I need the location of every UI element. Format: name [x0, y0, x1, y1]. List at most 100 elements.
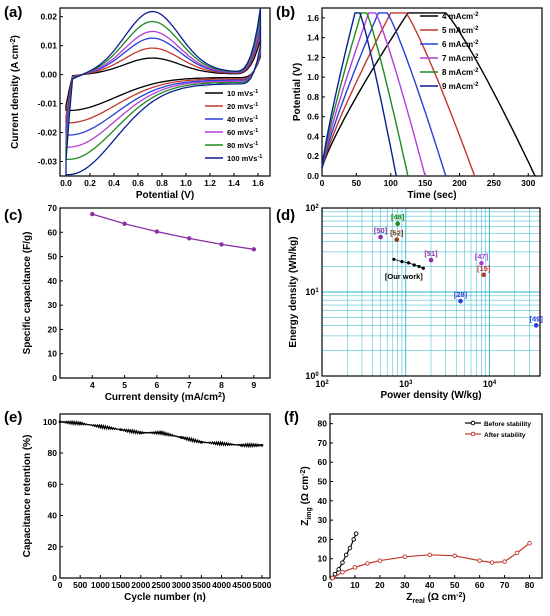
x-tick-label: 1.2: [204, 178, 216, 188]
y-tick-label: 50: [318, 477, 328, 487]
x-tick-label: 70: [500, 580, 510, 590]
y-tick-label: 0.01: [40, 41, 57, 51]
ragone-point: [481, 272, 486, 278]
y-tick-label: -0.03: [38, 157, 58, 167]
nyquist-point: [340, 560, 345, 565]
x-tick-label: 80: [525, 580, 535, 590]
x-axis-label: Zreal (Ω cm-2): [406, 592, 466, 605]
y-tick-label: 1.4: [307, 33, 319, 43]
capacitance-point: [154, 229, 160, 234]
x-tick-label: 9: [251, 380, 256, 390]
x-tick-label: 0.6: [132, 178, 144, 188]
nyquist-point: [352, 565, 358, 570]
retention-point: [159, 431, 163, 435]
y-tick-label: 60: [318, 457, 328, 467]
x-tick-label: 60: [475, 580, 485, 590]
our-work-point: [412, 263, 416, 267]
x-tick-label: 1500: [111, 580, 130, 590]
y-tick-label: 0.4: [307, 131, 319, 141]
cv-curve: [65, 8, 262, 176]
gcd-curve: [321, 12, 409, 177]
ragone-point-label: [50]: [374, 226, 388, 235]
ragone-point-label: [51]: [424, 249, 438, 258]
x-tick-label: 4500: [232, 580, 251, 590]
x-axis-label: Current density (mA/cm2): [105, 392, 226, 403]
y-tick-label: 70: [318, 438, 328, 448]
chart-b-gcd: 0 50 100 150 200 250 300 0.0 0.2 0.4 0.6 0.8 1.0 1.2 1…: [292, 7, 543, 201]
y-axis-label: Energy density (Wh/kg): [288, 236, 299, 347]
legend-label: 20 mVs-1: [227, 102, 258, 111]
ragone-point: [479, 260, 484, 266]
y-tick-label: 101: [305, 287, 319, 297]
ragone-point-label: [28]: [454, 290, 468, 299]
ragone-point: [394, 237, 400, 242]
nyquist-curve: [332, 542, 530, 579]
plot-frame: [329, 413, 543, 579]
y-tick-label: 80: [48, 448, 58, 458]
y-tick-label: 40: [48, 511, 58, 521]
retention-point: [179, 436, 183, 439]
ragone-point-label: [47]: [475, 252, 489, 261]
our-work-point: [392, 257, 396, 261]
chart-c-capacitance: 4 5 6 7 8 9 0 10 20 30 40 50 60 70 Current density (mA…: [22, 203, 271, 403]
ragone-point: [378, 234, 383, 240]
nyquist-point: [353, 531, 359, 536]
legend-label: 5 mAcm-2: [442, 26, 479, 35]
y-tick-label: 0: [322, 573, 327, 583]
legend-label: After stability: [484, 432, 526, 439]
legend-label: 40 mVs-1: [227, 115, 258, 124]
y-tick-label: 40: [318, 496, 328, 506]
x-tick-label: 20: [375, 580, 385, 590]
nyquist-point: [343, 552, 349, 558]
x-tick-label: 0: [328, 580, 333, 590]
gcd-curve: [321, 12, 426, 177]
retention-point: [139, 431, 143, 435]
y-tick-label: 0.00: [40, 70, 57, 80]
x-tick-label: 5000: [252, 580, 271, 590]
y-tick-label: 1.0: [307, 72, 319, 82]
nyquist-point: [377, 558, 383, 563]
y-tick-label: 0.0: [307, 171, 319, 181]
x-tick-label: 102: [315, 379, 329, 389]
legend-label: 6 mAcm-2: [442, 40, 479, 49]
y-tick-label: 30: [318, 515, 328, 525]
plot-frame: [59, 7, 271, 177]
capacitance-point: [90, 211, 95, 217]
panel-label: (b): [276, 4, 295, 21]
x-tick-label: 250: [487, 178, 501, 188]
x-tick-label: 100: [384, 178, 398, 188]
y-tick-label: 20: [48, 542, 58, 552]
ragone-point-label: [52]: [390, 229, 404, 238]
legend-label: 60 mVs-1: [227, 128, 258, 137]
x-axis-label: Cycle number (n): [124, 592, 206, 603]
x-tick-label: 50: [450, 580, 460, 590]
y-axis-label: Current density (A cm-2): [10, 35, 21, 149]
y-tick-label: 1.6: [307, 13, 319, 23]
x-tick-label: 1.0: [180, 178, 192, 188]
retention-point: [119, 428, 122, 432]
capacitance-point: [122, 221, 127, 226]
nyquist-point: [514, 550, 520, 556]
plot-frame: [59, 207, 271, 379]
ragone-point-label: [48]: [391, 213, 405, 222]
retention-point: [240, 443, 244, 447]
x-tick-label: 6: [155, 380, 160, 390]
capacitance-point: [251, 247, 257, 252]
x-tick-label: 0.2: [84, 178, 96, 188]
nyquist-point: [330, 575, 335, 581]
x-tick-label: 0.4: [108, 178, 120, 188]
x-axis-label: Potential (V): [136, 190, 194, 201]
x-tick-label: 50: [352, 178, 362, 188]
x-tick-label: 4000: [212, 580, 231, 590]
ragone-point-label: [15]: [477, 264, 491, 273]
legend-marker: [470, 431, 476, 437]
nyquist-point: [502, 559, 507, 564]
y-tick-label: 60: [48, 227, 58, 237]
x-axis-label: Time (sec): [407, 190, 456, 201]
gcd-curve: [321, 12, 536, 177]
y-tick-label: 0.2: [307, 151, 319, 161]
y-tick-label: -0.01: [38, 99, 58, 109]
y-tick-label: 70: [48, 203, 58, 213]
y-tick-label: 1.2: [307, 52, 319, 62]
y-tick-label: 50: [48, 252, 58, 262]
